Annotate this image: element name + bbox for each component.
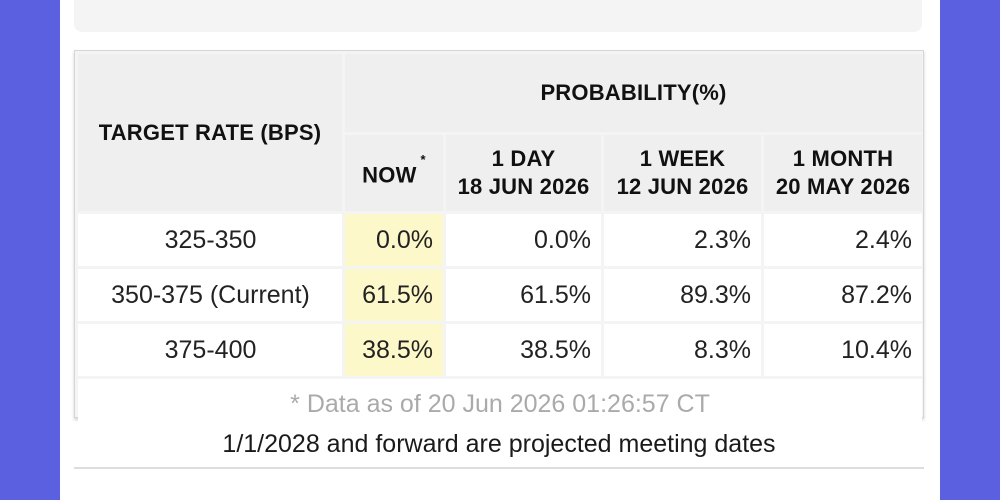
value-1-day: 61.5% [446,269,601,321]
value-1-day: 38.5% [446,324,601,376]
header-line1: 1 DAY [491,146,556,171]
value-1-week: 8.3% [604,324,761,376]
divider [74,467,924,469]
header-1-month: 1 MONTH 20 MAY 2026 [764,135,923,211]
value-1-month: 2.4% [764,214,923,266]
header-1-week: 1 WEEK 12 JUN 2026 [604,135,761,211]
rate-cell: 325-350 [78,214,342,266]
table-row: 325-350 0.0% 0.0% 2.3% 2.4% [78,214,923,266]
header-line2: 20 MAY 2026 [775,174,911,199]
header-probability: PROBABILITY(%) [345,54,923,132]
value-now: 61.5% [345,269,443,321]
header-now: NOW* [345,135,443,211]
header-1-day: 1 DAY 18 JUN 2026 [446,135,601,211]
header-line2: 12 JUN 2026 [616,174,749,199]
probability-table-card: TARGET RATE (BPS) PROBABILITY(%) NOW* 1 … [74,50,924,429]
projected-dates-note: 1/1/2028 and forward are projected meeti… [222,430,776,458]
value-1-day: 0.0% [446,214,601,266]
value-now: 38.5% [345,324,443,376]
header-line1: 1 WEEK [639,146,726,171]
header-line2: 18 JUN 2026 [457,174,590,199]
value-1-month: 10.4% [764,324,923,376]
page: TARGET RATE (BPS) PROBABILITY(%) NOW* 1 … [60,0,940,500]
top-panel [74,0,922,32]
value-now: 0.0% [345,214,443,266]
value-1-month: 87.2% [764,269,923,321]
header-now-label: NOW [362,162,417,188]
value-1-week: 89.3% [604,269,761,321]
value-1-week: 2.3% [604,214,761,266]
header-now-marker: * [420,152,426,168]
table-row: 375-400 38.5% 38.5% 8.3% 10.4% [78,324,923,376]
rate-cell: 375-400 [78,324,342,376]
header-target-rate: TARGET RATE (BPS) [78,54,342,211]
rate-cell: 350-375 (Current) [78,269,342,321]
table-row: 350-375 (Current) 61.5% 61.5% 89.3% 87.2… [78,269,923,321]
header-line1: 1 MONTH [792,146,894,171]
data-timestamp-footnote: * Data as of 20 Jun 2026 01:26:57 CT [78,379,923,429]
probability-table: TARGET RATE (BPS) PROBABILITY(%) NOW* 1 … [75,51,925,432]
